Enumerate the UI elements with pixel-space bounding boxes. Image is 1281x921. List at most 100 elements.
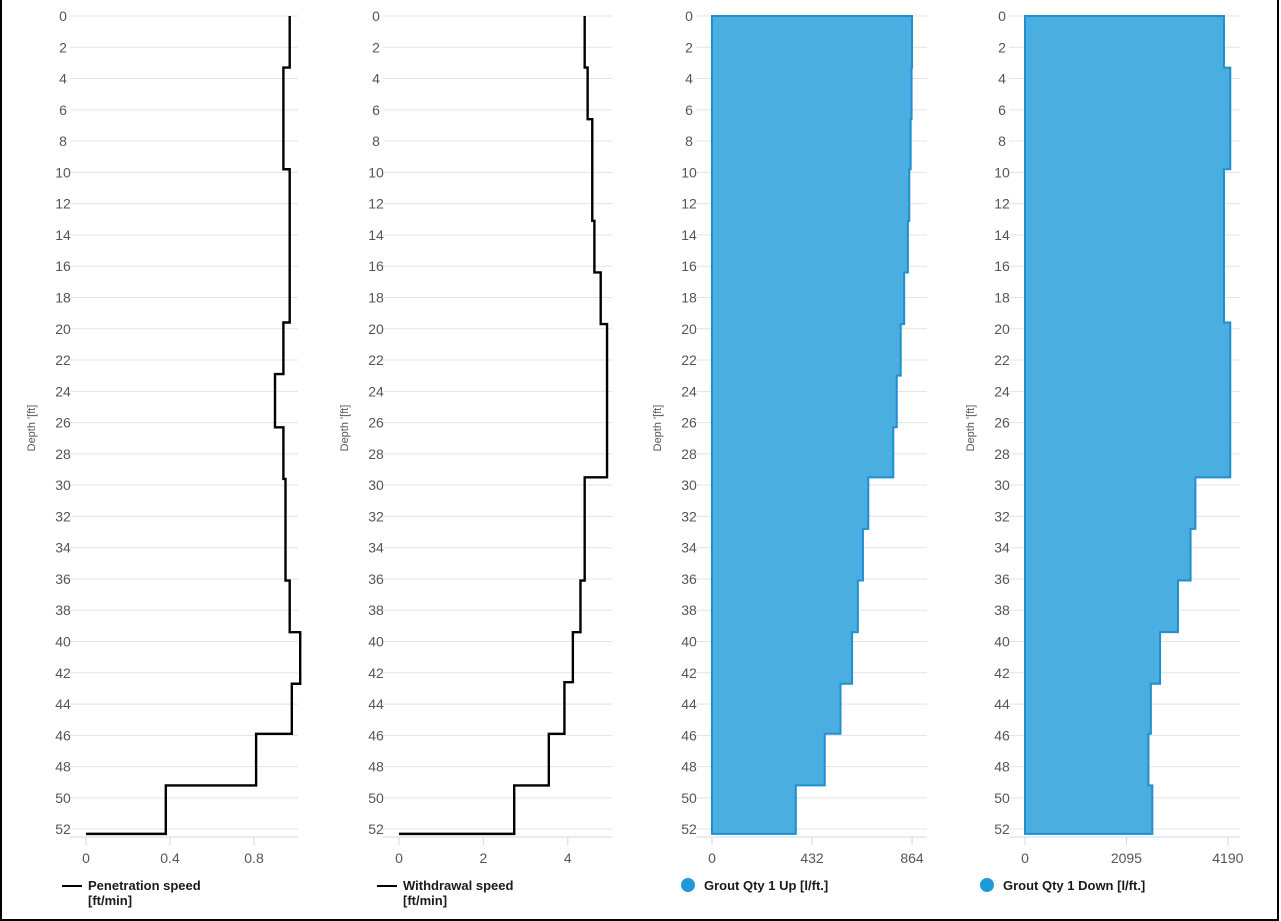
depth-tick-label: 32 bbox=[994, 508, 1010, 524]
legend-label: Grout Qty 1 Up [l/ft.] bbox=[704, 878, 829, 893]
legend-dot-swatch bbox=[681, 878, 695, 892]
x-tick-label: 0 bbox=[82, 850, 90, 866]
depth-tick-label: 32 bbox=[681, 508, 697, 524]
grout-area-series bbox=[1024, 15, 1232, 835]
x-tick-label: 432 bbox=[800, 850, 824, 866]
depth-tick-label: 38 bbox=[681, 602, 697, 618]
depth-tick-label: 2 bbox=[685, 39, 693, 55]
depth-tick-label: 16 bbox=[994, 258, 1010, 274]
depth-tick-label: 50 bbox=[368, 790, 384, 806]
depth-tick-label: 18 bbox=[55, 289, 71, 305]
depth-tick-label: 28 bbox=[55, 446, 71, 462]
depth-tick-label: 44 bbox=[994, 696, 1010, 712]
depth-tick-label: 38 bbox=[55, 602, 71, 618]
grout-area-series bbox=[711, 15, 914, 835]
depth-tick-label: 22 bbox=[368, 352, 384, 368]
depth-tick-label: 52 bbox=[368, 821, 384, 837]
depth-tick-label: 0 bbox=[685, 8, 693, 24]
depth-tick-label: 50 bbox=[55, 790, 71, 806]
depth-tick-label: 10 bbox=[681, 164, 697, 180]
speed-line-series bbox=[86, 16, 302, 836]
depth-tick-label: 4 bbox=[372, 71, 380, 87]
x-tick-label: 0 bbox=[395, 850, 403, 866]
depth-tick-label: 10 bbox=[994, 164, 1010, 180]
depth-tick-label: 30 bbox=[55, 477, 71, 493]
depth-tick-label: 6 bbox=[998, 102, 1006, 118]
depth-tick-label: 14 bbox=[994, 227, 1010, 243]
depth-tick-label: 4 bbox=[685, 71, 693, 87]
depth-tick-label: 46 bbox=[55, 727, 71, 743]
depth-tick-label: 26 bbox=[55, 415, 71, 431]
depth-tick-label: 30 bbox=[994, 477, 1010, 493]
x-tick-label: 2095 bbox=[1111, 850, 1142, 866]
depth-tick-label: 26 bbox=[994, 415, 1010, 431]
depth-tick-label: 14 bbox=[681, 227, 697, 243]
depth-tick-label: 34 bbox=[368, 540, 384, 556]
legend-grout-qty-down[interactable]: Grout Qty 1 Down [l/ft.] bbox=[980, 878, 1145, 893]
depth-tick-label: 18 bbox=[368, 289, 384, 305]
depth-tick-label: 24 bbox=[681, 383, 697, 399]
y-axis-title: Depth '[ft] bbox=[965, 405, 977, 452]
legend-penetration-speed[interactable]: Penetration speed [ft/min] bbox=[62, 878, 201, 908]
depth-tick-label: 16 bbox=[55, 258, 71, 274]
depth-tick-label: 18 bbox=[994, 289, 1010, 305]
legend-label: Withdrawal speed [ft/min] bbox=[403, 878, 514, 908]
depth-tick-label: 26 bbox=[368, 415, 384, 431]
depth-tick-label: 42 bbox=[55, 665, 71, 681]
depth-tick-label: 2 bbox=[59, 39, 67, 55]
depth-tick-label: 44 bbox=[368, 696, 384, 712]
depth-tick-label: 4 bbox=[998, 71, 1006, 87]
depth-tick-label: 12 bbox=[368, 196, 384, 212]
x-tick-label: 0.4 bbox=[160, 850, 180, 866]
depth-tick-label: 34 bbox=[55, 540, 71, 556]
depth-tick-label: 0 bbox=[59, 8, 67, 24]
depth-tick-label: 28 bbox=[994, 446, 1010, 462]
depth-tick-label: 20 bbox=[681, 321, 697, 337]
depth-tick-label: 40 bbox=[681, 634, 697, 650]
depth-tick-label: 44 bbox=[55, 696, 71, 712]
depth-tick-label: 46 bbox=[368, 727, 384, 743]
depth-tick-label: 36 bbox=[55, 571, 71, 587]
depth-tick-label: 48 bbox=[55, 759, 71, 775]
depth-tick-label: 0 bbox=[998, 8, 1006, 24]
depth-tick-label: 24 bbox=[994, 383, 1010, 399]
depth-tick-label: 36 bbox=[994, 571, 1010, 587]
legend-grout-qty-up[interactable]: Grout Qty 1 Up [l/ft.] bbox=[681, 878, 828, 893]
depth-tick-label: 32 bbox=[368, 508, 384, 524]
depth-tick-label: 46 bbox=[681, 727, 697, 743]
depth-tick-label: 48 bbox=[681, 759, 697, 775]
depth-tick-label: 42 bbox=[994, 665, 1010, 681]
depth-tick-label: 28 bbox=[368, 446, 384, 462]
depth-tick-label: 20 bbox=[368, 321, 384, 337]
y-axis-title: Depth '[ft] bbox=[26, 405, 38, 452]
depth-tick-label: 24 bbox=[368, 383, 384, 399]
depth-tick-label: 10 bbox=[368, 164, 384, 180]
depth-tick-label: 28 bbox=[681, 446, 697, 462]
x-tick-label: 0 bbox=[1021, 850, 1029, 866]
depth-tick-label: 22 bbox=[994, 352, 1010, 368]
depth-tick-label: 12 bbox=[55, 196, 71, 212]
depth-tick-label: 34 bbox=[994, 540, 1010, 556]
depth-tick-label: 38 bbox=[994, 602, 1010, 618]
depth-tick-label: 8 bbox=[59, 133, 67, 149]
depth-tick-label: 40 bbox=[368, 634, 384, 650]
depth-tick-label: 14 bbox=[55, 227, 71, 243]
depth-tick-label: 16 bbox=[368, 258, 384, 274]
depth-tick-label: 6 bbox=[372, 102, 380, 118]
depth-tick-label: 36 bbox=[368, 571, 384, 587]
depth-tick-label: 8 bbox=[998, 133, 1006, 149]
depth-tick-label: 14 bbox=[368, 227, 384, 243]
legend-withdrawal-speed[interactable]: Withdrawal speed [ft/min] bbox=[377, 878, 513, 908]
depth-tick-label: 20 bbox=[55, 321, 71, 337]
depth-tick-label: 48 bbox=[994, 759, 1010, 775]
depth-tick-label: 44 bbox=[681, 696, 697, 712]
depth-tick-label: 8 bbox=[372, 133, 380, 149]
depth-tick-label: 0 bbox=[372, 8, 380, 24]
depth-tick-label: 10 bbox=[55, 164, 71, 180]
legend-label: Grout Qty 1 Down [l/ft.] bbox=[1003, 878, 1146, 893]
depth-tick-label: 52 bbox=[55, 821, 71, 837]
depth-tick-label: 8 bbox=[685, 133, 693, 149]
x-tick-label: 2 bbox=[480, 850, 488, 866]
depth-tick-label: 12 bbox=[681, 196, 697, 212]
